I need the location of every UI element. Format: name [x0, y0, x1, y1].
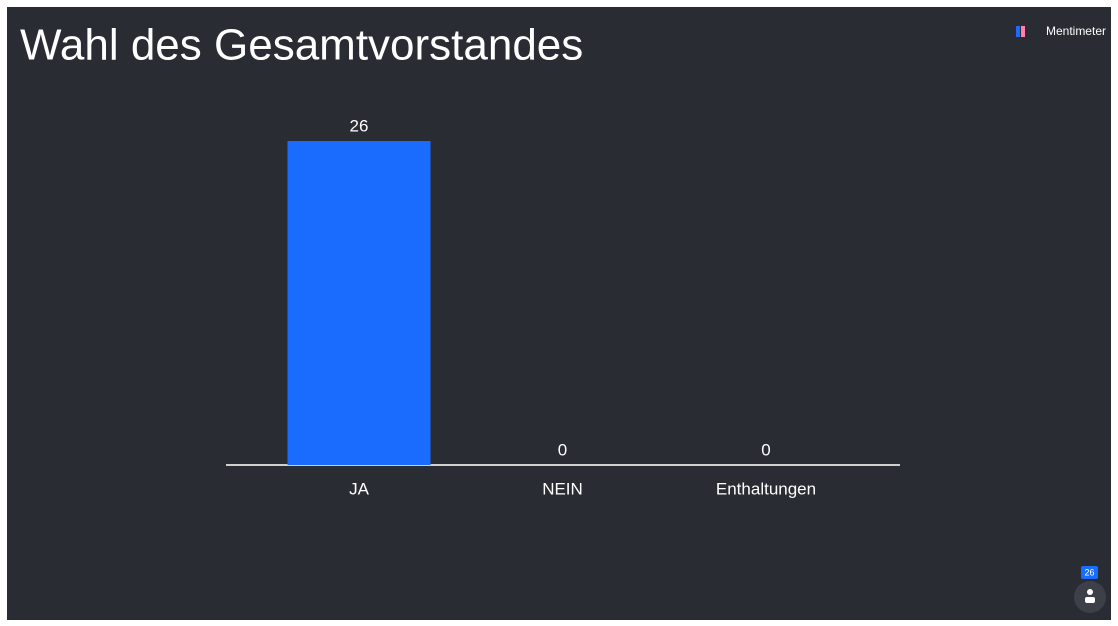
brand-logo: [1016, 26, 1025, 37]
category-label: Enthaltungen: [716, 479, 816, 498]
participant-icon: [1085, 597, 1095, 603]
category-label: JA: [349, 479, 370, 498]
value-label: 0: [558, 440, 567, 459]
brand-name: Mentimeter: [1046, 24, 1106, 38]
category-label: NEIN: [542, 479, 583, 498]
participant-badge: [1081, 566, 1098, 579]
value-label: 0: [761, 440, 770, 459]
slide-background: [7, 7, 1111, 620]
participant-icon: [1087, 589, 1093, 595]
bar: [287, 141, 431, 465]
participant-count: 26: [1084, 567, 1094, 577]
value-label: 26: [350, 116, 369, 135]
chart-title: Wahl des Gesamtvorstandes: [20, 21, 583, 70]
